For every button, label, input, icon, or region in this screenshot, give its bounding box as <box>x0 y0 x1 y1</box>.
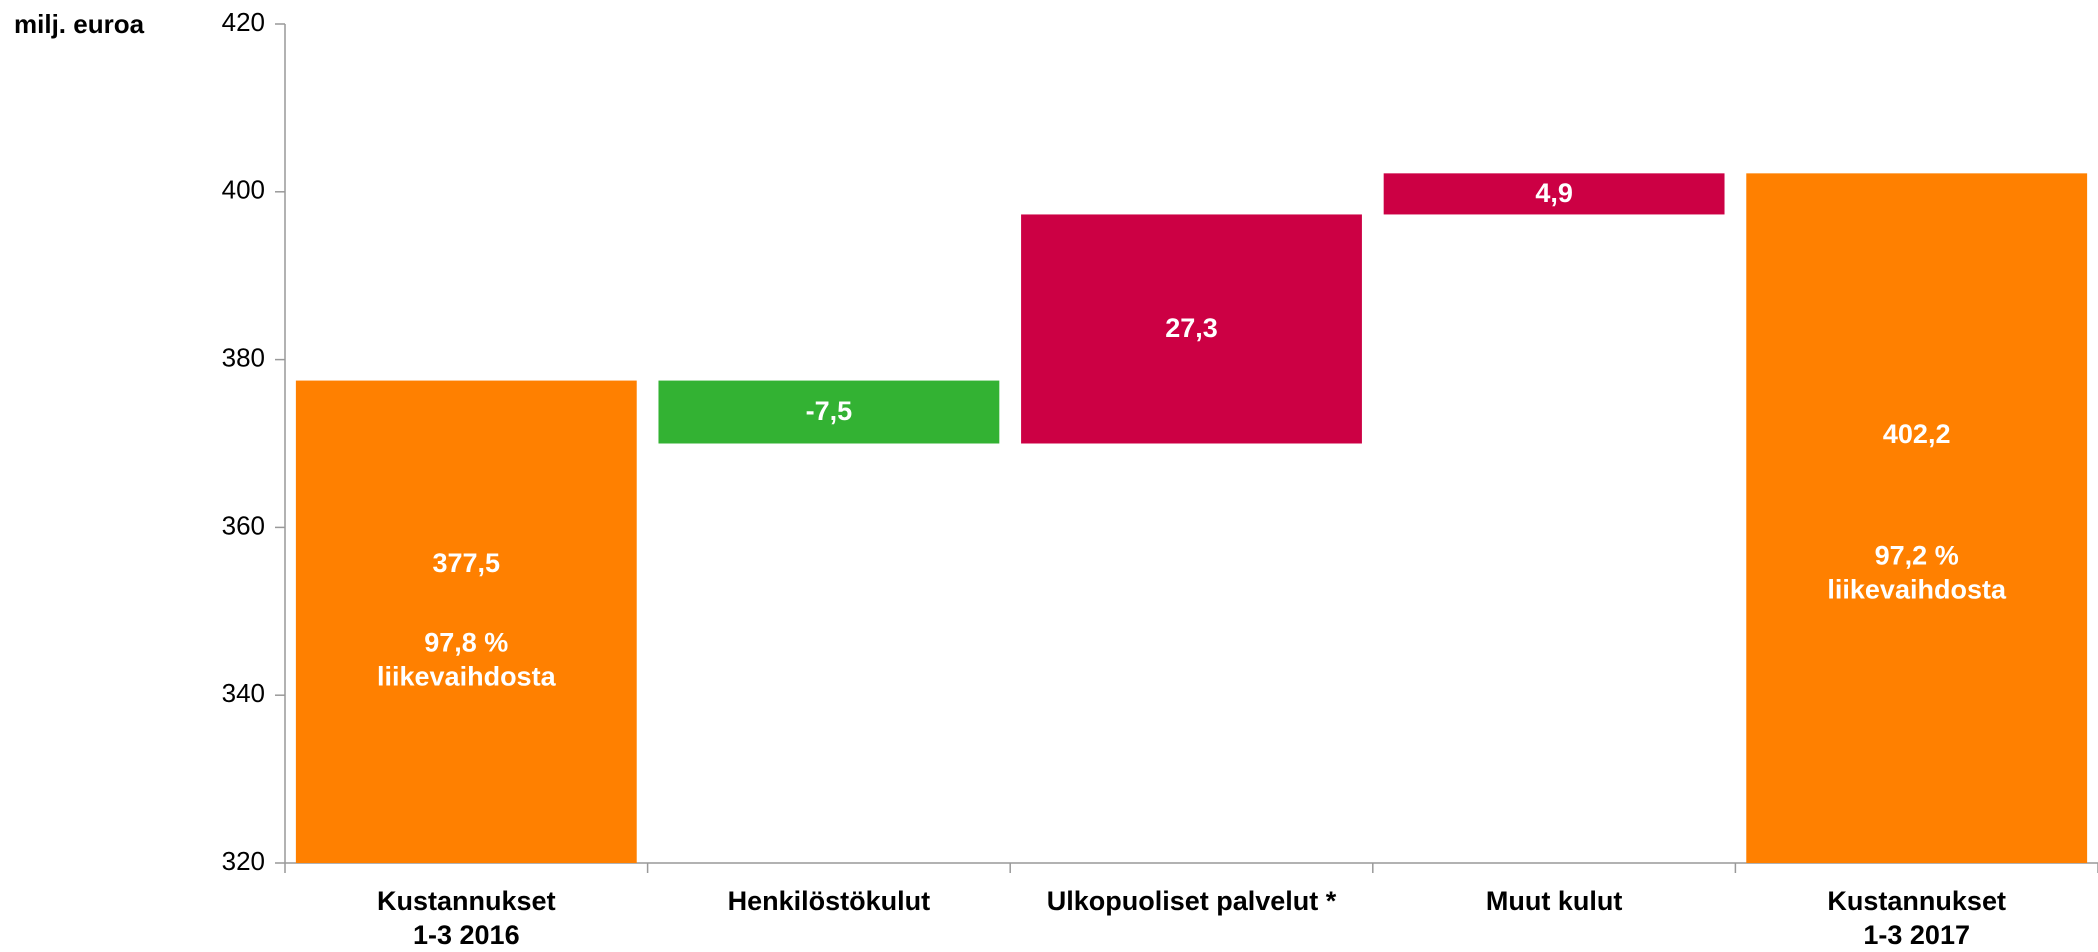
value-label: 27,3 <box>1165 313 1218 344</box>
note: 97,8 % liikevaihdosta <box>377 627 556 692</box>
bar <box>1021 214 1362 444</box>
value-label: 377,5 <box>432 548 501 579</box>
value-label: -7,5 <box>805 396 853 427</box>
x-tick-label: Kustannukset 1-3 2017 <box>1827 886 2006 950</box>
bar <box>658 380 1000 444</box>
x-tick-label: Muut kulut <box>1485 886 1623 916</box>
x-tick-label: Henkilöstökulut <box>727 886 931 916</box>
bar <box>295 380 637 863</box>
x-tick-label: Ulkopuoliset palvelut * <box>1046 886 1337 916</box>
note: 97,2 % liikevaihdosta <box>1827 540 2006 605</box>
y-axis-label: milj. euroa <box>14 9 145 39</box>
y-tick-label: 400 <box>222 175 265 205</box>
y-tick-label: 360 <box>222 510 265 540</box>
value-label: 4,9 <box>1535 178 1573 209</box>
bar <box>1383 173 1725 215</box>
y-tick-label: 340 <box>222 678 265 708</box>
value-label: 402,2 <box>1882 419 1951 450</box>
x-tick-label: Kustannukset 1-3 2016 <box>377 886 556 950</box>
y-tick-label: 320 <box>222 846 265 876</box>
y-tick-label: 420 <box>222 7 265 37</box>
y-tick-label: 380 <box>222 342 265 372</box>
bar <box>1746 173 2088 864</box>
